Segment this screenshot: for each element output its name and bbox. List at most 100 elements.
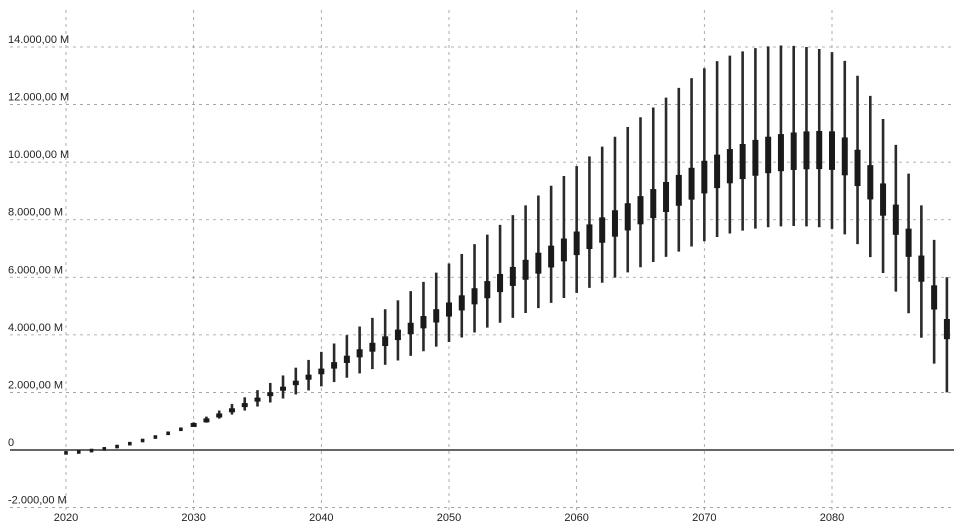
median-box — [880, 183, 887, 216]
box-plot-mark-2089 — [943, 277, 950, 393]
median-box — [203, 418, 210, 423]
median-point — [115, 444, 119, 449]
box-plot-mark-2081 — [841, 60, 848, 235]
marks-layer — [64, 45, 950, 455]
median-box — [394, 329, 401, 341]
median-point — [102, 447, 107, 451]
box-plot-mark-2032 — [216, 410, 223, 419]
box-plot-mark-2035 — [254, 390, 261, 407]
box-plot-mark-2044 — [369, 317, 376, 370]
median-point — [128, 441, 132, 446]
median-box — [675, 174, 682, 206]
median-box — [765, 136, 772, 174]
x-tick-label: 2070 — [692, 512, 716, 524]
median-box — [918, 255, 925, 282]
median-box — [637, 196, 644, 225]
box-plot-mark-2042 — [343, 335, 350, 378]
median-box — [343, 355, 350, 363]
box-plot-mark-2031 — [203, 416, 210, 423]
tick-labels-layer: -2.000,00 M 0 2.000,00 M 4.000,00 M 6.000,00… — [8, 34, 844, 524]
median-box — [816, 131, 823, 170]
box-plot-mark-2072 — [726, 55, 733, 234]
y-tick-label: 4.000,00 M — [8, 322, 63, 334]
box-plot-mark-2082 — [854, 75, 861, 245]
x-tick-label: 2080 — [820, 512, 844, 524]
y-tick-label: 2.000,00 M — [8, 379, 63, 391]
median-box — [867, 165, 874, 200]
median-point — [140, 438, 145, 443]
y-tick-label: 10.000,00 M — [8, 149, 69, 161]
median-box — [433, 309, 440, 323]
median-box — [254, 397, 261, 402]
box-plot-mark-2087 — [918, 205, 925, 338]
median-box — [726, 149, 733, 184]
y-tick-label: 0 — [8, 437, 14, 449]
y-tick-label: 14.000,00 M — [8, 34, 69, 46]
median-point — [76, 450, 81, 454]
box-plot-mark-2049 — [433, 272, 440, 347]
box-plot-mark-2040 — [318, 351, 325, 387]
box-plot-mark-2055 — [509, 215, 516, 318]
median-point — [64, 451, 68, 455]
median-box — [790, 132, 797, 170]
x-tick-label: 2040 — [309, 512, 333, 524]
box-plot-mark-2036 — [267, 382, 274, 403]
box-plot-mark-2023 — [102, 447, 107, 451]
median-box — [943, 319, 950, 340]
median-box — [854, 149, 861, 187]
median-box — [586, 224, 593, 249]
median-box — [484, 281, 491, 299]
median-box — [663, 181, 670, 212]
box-plot-mark-2074 — [752, 48, 759, 229]
median-box — [560, 238, 567, 262]
median-box — [841, 137, 848, 176]
box-plot-mark-2033 — [228, 403, 235, 415]
box-plot-mark-2080 — [829, 52, 835, 229]
median-box — [701, 160, 708, 194]
box-plot-mark-2054 — [497, 224, 504, 323]
box-plot-mark-2075 — [765, 46, 772, 228]
grid-layer — [10, 10, 954, 512]
box-plot-mark-2021 — [76, 450, 81, 454]
median-box — [611, 210, 618, 237]
median-box — [624, 203, 631, 231]
box-plot-mark-2046 — [394, 300, 401, 361]
median-box — [905, 228, 912, 257]
box-plot-mark-2030 — [190, 422, 197, 427]
box-plot-mark-2025 — [128, 441, 132, 446]
median-box — [241, 403, 248, 408]
y-tick-label: 6.000,00 M — [8, 264, 63, 276]
median-box — [228, 408, 235, 413]
box-plot-mark-2020 — [64, 451, 68, 455]
box-plot-mark-2024 — [115, 444, 119, 449]
median-point — [166, 431, 170, 436]
median-box — [280, 386, 287, 391]
box-plot-mark-2060 — [573, 166, 580, 293]
box-plot-mark-2078 — [803, 47, 810, 227]
box-plot-mark-2088 — [931, 239, 938, 364]
median-box — [305, 374, 312, 380]
box-plot-mark-2059 — [560, 175, 567, 299]
box-plot-mark-2056 — [522, 205, 529, 313]
box-plot-mark-2048 — [420, 281, 427, 352]
median-box — [739, 144, 746, 180]
box-plot-mark-2027 — [153, 435, 158, 439]
x-tick-label: 2030 — [181, 512, 205, 524]
median-box — [407, 322, 414, 335]
box-plot-mark-2037 — [280, 375, 287, 399]
median-box — [752, 139, 759, 176]
box-plot-mark-2038 — [292, 367, 299, 395]
median-box — [216, 413, 223, 418]
box-plot-mark-2043 — [356, 326, 363, 374]
median-box — [777, 134, 784, 172]
box-plot-mark-2034 — [241, 397, 248, 411]
median-box — [318, 368, 325, 375]
median-box — [331, 362, 338, 369]
box-plot-mark-2022 — [89, 448, 94, 453]
median-box — [369, 342, 376, 352]
box-plot-mark-2070 — [701, 68, 708, 242]
median-box — [548, 245, 555, 268]
box-plot-mark-2053 — [484, 234, 491, 328]
